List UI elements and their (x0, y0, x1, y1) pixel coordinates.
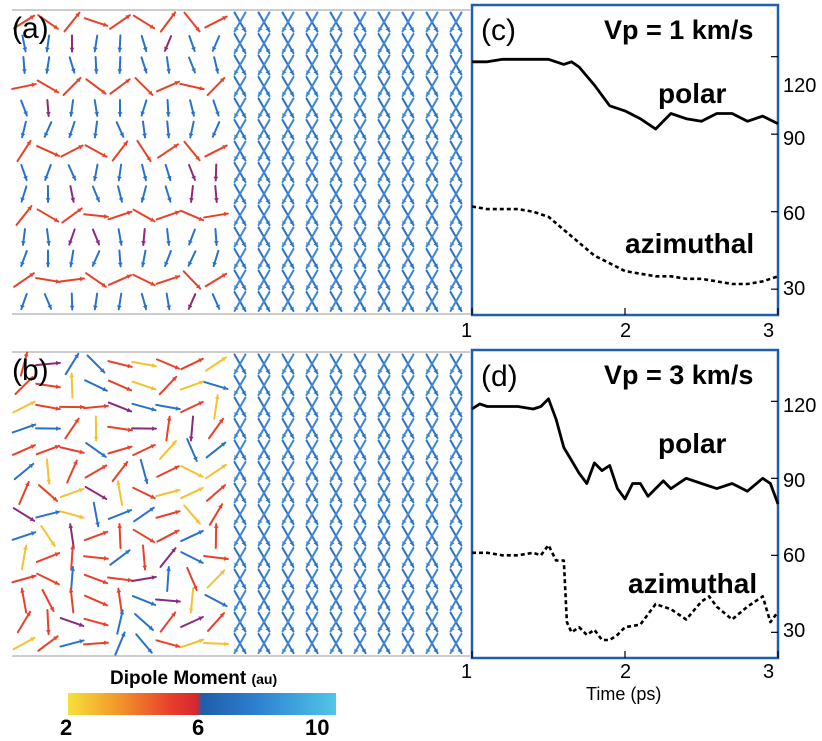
colorbar (68, 693, 336, 715)
dipole-arrowhead (69, 112, 74, 116)
panel-d-azimuthal-label: azimuthal (628, 568, 757, 600)
dipole-arrowhead (142, 565, 147, 569)
dipole-arrowhead (56, 361, 60, 366)
panel-d-xtick-label: 3 (763, 661, 774, 684)
dipole-arrowhead (46, 479, 51, 483)
dipole-arrowhead (94, 437, 99, 441)
panel-c-title: Vp = 1 km/s (604, 15, 753, 46)
panel-a-label: (a) (12, 12, 49, 46)
colorbar-tick-label: 6 (192, 715, 204, 741)
dipole-arrowhead (166, 567, 171, 571)
panel-d-polar-label: polar (658, 428, 726, 460)
dipole-arrowhead (94, 69, 99, 73)
dipole-arrowhead (166, 112, 171, 116)
dipole-arrowhead (69, 374, 74, 378)
panel-c-xtick-label: 2 (620, 320, 631, 343)
dipole-arrowhead (176, 599, 180, 604)
dipole-arrowhead (80, 277, 84, 282)
dipole-arrowhead (128, 578, 132, 583)
dipole-arrowhead (46, 241, 51, 245)
panel-d-ytick-label: 120 (783, 395, 816, 418)
panel-c-ytick-label: 120 (783, 75, 816, 98)
dipole-arrowhead (141, 241, 146, 245)
dipole-arrowhead (142, 133, 147, 137)
x-axis-title: Time (ps) (586, 684, 661, 705)
panel-c-ytick-label: 90 (783, 128, 805, 151)
dipole-arrowhead (166, 241, 171, 245)
panel-c-ytick-label: 30 (783, 278, 805, 301)
panel-b-label: (b) (12, 354, 49, 388)
dipole-arrowhead (46, 112, 51, 116)
dipole-arrowhead (166, 69, 171, 73)
panel-c-label: (c) (481, 14, 516, 48)
dipole-arrowhead (117, 524, 122, 528)
panel-c-xtick-label: 1 (461, 320, 472, 343)
dipole-arrowhead (22, 69, 27, 73)
panel-c-ytick-label: 60 (783, 203, 805, 226)
dipole-arrowhead (214, 241, 219, 245)
dipole-arrowhead (189, 608, 194, 612)
dipole-arrowhead (213, 177, 218, 181)
colorbar-tick-label: 2 (60, 715, 72, 741)
dipole-arrowhead (69, 589, 74, 593)
dipole-arrowhead (224, 556, 228, 561)
dipole-arrowhead (118, 263, 123, 267)
panel-c-chart (472, 5, 778, 315)
dipole-arrowhead (224, 641, 228, 646)
panel-c-xtick-label: 3 (763, 320, 774, 343)
dipole-arrowhead (214, 198, 219, 202)
dipole-arrowhead (104, 214, 108, 219)
dipole-arrowhead (46, 198, 51, 202)
panel-b-dipole-field (12, 352, 470, 656)
panel-c-azimuthal-label: azimuthal (625, 228, 754, 260)
panel-d-ytick-label: 30 (783, 620, 805, 643)
panel-d-ytick-label: 60 (783, 545, 805, 568)
series-line-polar (472, 59, 778, 129)
chart-frame (472, 5, 778, 315)
dipole-arrowhead (214, 524, 219, 528)
panel-d-title: Vp = 3 km/s (604, 360, 753, 391)
dipole-arrowhead (70, 306, 75, 310)
dipole-arrowhead (117, 69, 122, 73)
dipole-arrowhead (56, 426, 60, 431)
dipole-arrowhead (70, 48, 75, 52)
dipole-arrowhead (189, 198, 194, 202)
colorbar-tick-label: 10 (305, 715, 329, 741)
colorbar-unit: (au) (251, 671, 277, 687)
dipole-arrowhead (118, 112, 123, 116)
dipole-arrowhead (152, 426, 156, 431)
panel-d-label: (d) (481, 360, 518, 394)
dipole-arrowhead (93, 133, 98, 137)
series-line-polar (472, 399, 778, 504)
dipole-arrowhead (104, 404, 108, 409)
dipole-arrowhead (104, 640, 108, 645)
panel-d-chart (472, 350, 778, 658)
dipole-arrowhead (104, 556, 108, 561)
dipole-arrowhead (166, 133, 171, 137)
dipole-arrowhead (189, 436, 194, 440)
panel-d-ytick-label: 90 (783, 470, 805, 493)
dipole-arrowhead (167, 417, 172, 421)
panel-d-xtick-label: 2 (620, 661, 631, 684)
colorbar-title-text: Dipole Moment (110, 668, 246, 689)
dipole-arrowhead (46, 630, 51, 634)
dipole-arrowhead (46, 263, 51, 267)
panel-d-xtick-label: 1 (461, 661, 472, 684)
dipole-arrowhead (21, 241, 26, 245)
dipole-arrowhead (117, 48, 122, 52)
chart-frame (472, 350, 778, 658)
panel-c-polar-label: polar (658, 78, 726, 110)
panel-a-dipole-field (12, 10, 470, 314)
colorbar-title: Dipole Moment (au) (110, 668, 277, 690)
